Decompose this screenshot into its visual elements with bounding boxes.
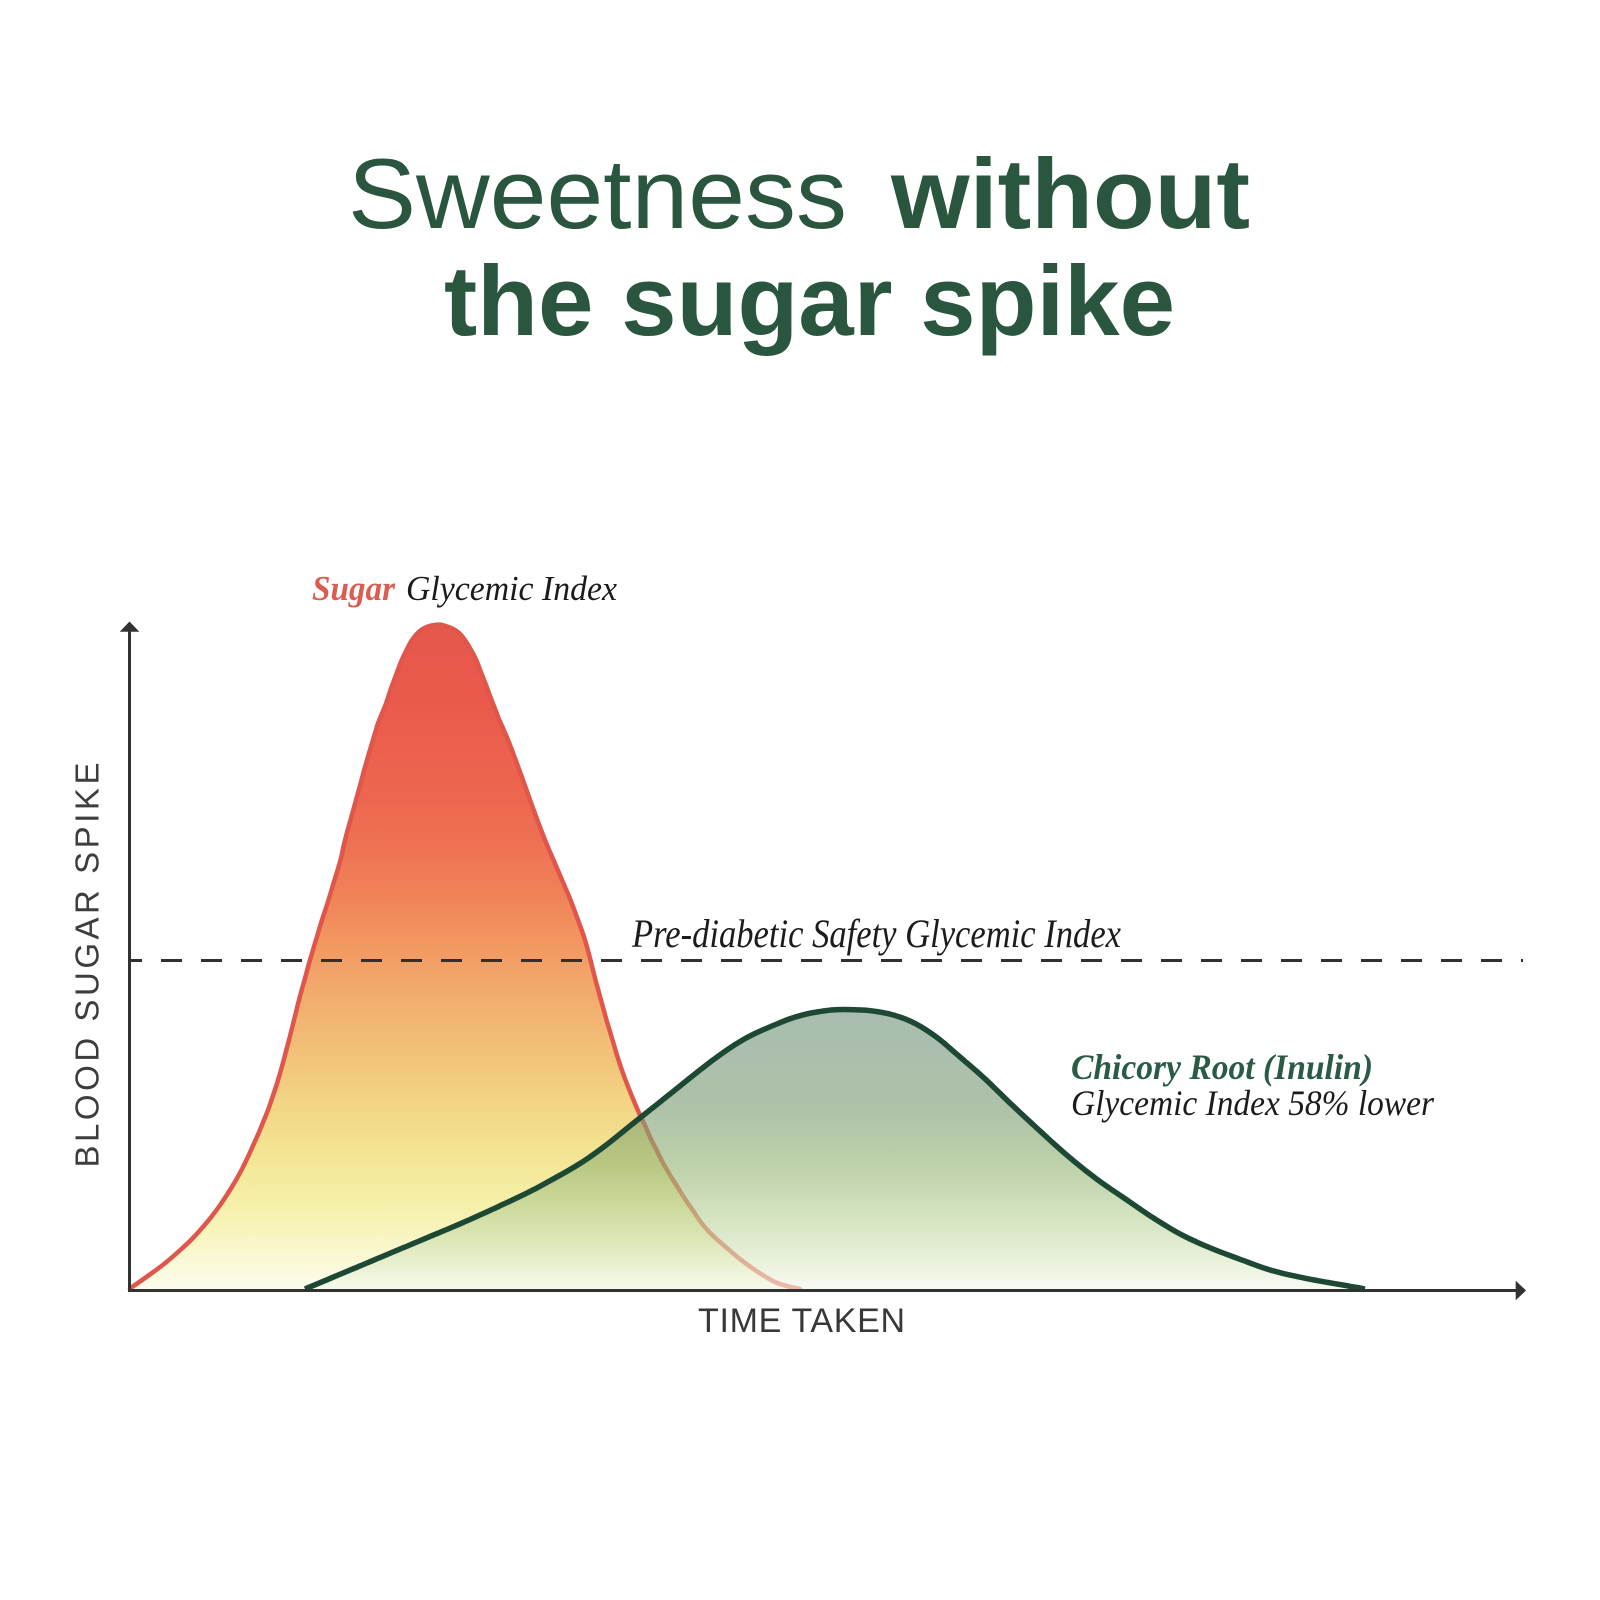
svg-text:Glycemic Index: Glycemic Index [406,570,618,608]
svg-text:Pre-diabetic Safety Glycemic I: Pre-diabetic Safety Glycemic Index [631,911,1121,956]
svg-text:Sugar: Sugar [312,570,396,608]
svg-text:the sugar spike: the sugar spike [444,245,1175,356]
svg-text:Chicory Root (Inulin): Chicory Root (Inulin) [1071,1047,1373,1087]
svg-text:TIME TAKEN: TIME TAKEN [698,1302,905,1340]
svg-text:BLOOD SUGAR SPIKE: BLOOD SUGAR SPIKE [69,763,106,1168]
svg-text:without: without [890,138,1250,249]
svg-text:Sweetness: Sweetness [348,138,847,249]
svg-text:Glycemic Index 58% lower: Glycemic Index 58% lower [1071,1083,1435,1123]
